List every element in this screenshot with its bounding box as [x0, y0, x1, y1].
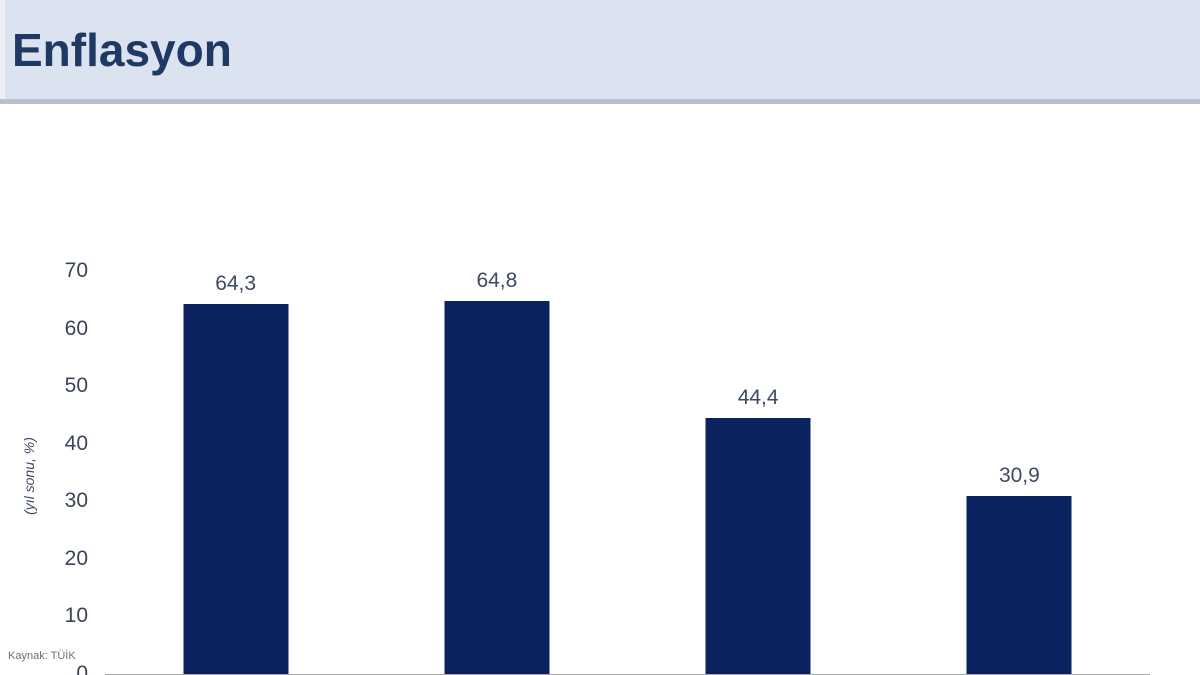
bar-slot-2025: 30,92025 [889, 271, 1150, 674]
bar-2023 [444, 300, 550, 674]
bar-2022 [183, 303, 289, 674]
y-tick-70: 70 [64, 259, 88, 282]
plot-area: 64,3202264,8202344,4202430,92025 [105, 268, 1150, 675]
bar-value-label-2023: 64,8 [476, 268, 518, 292]
y-tick-60: 60 [64, 316, 88, 340]
bar-value-label-2024: 44,4 [737, 386, 779, 410]
y-tick-40: 40 [64, 431, 88, 455]
y-tick-0: 0 [76, 662, 88, 675]
source-note: Kaynak: TÜİK [8, 650, 76, 662]
y-tick-30: 30 [64, 489, 88, 513]
y-axis-ticks: 0 10 20 30 40 50 60 70 [30, 259, 88, 675]
page-title: Enflasyon [12, 24, 232, 76]
bar-slot-2024: 44,42024 [628, 271, 889, 674]
bar-slot-2022: 64,32022 [105, 271, 366, 674]
bar-2024 [705, 418, 811, 674]
y-tick-50: 50 [64, 374, 88, 398]
bar-value-label-2025: 30,9 [998, 464, 1040, 488]
y-tick-10: 10 [64, 604, 88, 628]
bar-value-label-2022: 64,3 [215, 271, 257, 295]
bar-2025 [966, 496, 1072, 674]
y-tick-20: 20 [64, 546, 88, 570]
title-banner: Enflasyon [0, 0, 1200, 104]
bar-slot-2023: 64,82023 [366, 268, 627, 674]
footer-layer: Kaynak: TÜİK [0, 104, 1200, 675]
